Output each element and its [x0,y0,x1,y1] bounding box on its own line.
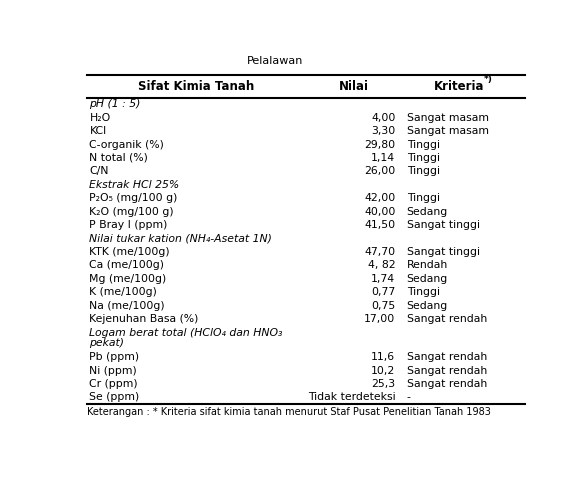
Text: pekat): pekat) [89,338,125,348]
Text: Kejenuhan Basa (%): Kejenuhan Basa (%) [89,314,199,324]
Text: Keterangan : * Kriteria sifat kimia tanah menurut Staf Pusat Penelitian Tanah 19: Keterangan : * Kriteria sifat kimia tana… [87,407,491,417]
Text: Sedang: Sedang [407,274,448,284]
Text: N total (%): N total (%) [89,153,148,163]
Text: 26,00: 26,00 [364,166,395,176]
Text: K₂O (mg/100 g): K₂O (mg/100 g) [89,207,174,216]
Text: 47,70: 47,70 [364,247,395,257]
Text: Nilai: Nilai [339,80,369,93]
Text: 4,00: 4,00 [371,113,395,123]
Text: Sangat tinggi: Sangat tinggi [407,247,480,257]
Text: 10,2: 10,2 [371,365,395,375]
Text: Sangat rendah: Sangat rendah [407,379,487,389]
Text: 1,74: 1,74 [371,274,395,284]
Text: Na (me/100g): Na (me/100g) [89,300,165,310]
Text: C/N: C/N [89,166,109,176]
Text: Tinggi: Tinggi [407,287,440,297]
Text: Sangat masam: Sangat masam [407,126,489,136]
Text: 1,14: 1,14 [371,153,395,163]
Text: Pb (ppm): Pb (ppm) [89,352,139,362]
Text: P₂O₅ (mg/100 g): P₂O₅ (mg/100 g) [89,193,178,203]
Text: Tinggi: Tinggi [407,139,440,149]
Text: 17,00: 17,00 [364,314,395,324]
Text: Logam berat total (HClO₄ dan HNO₃: Logam berat total (HClO₄ dan HNO₃ [89,328,283,337]
Text: Pelalawan: Pelalawan [247,56,303,66]
Text: Ca (me/100g): Ca (me/100g) [89,260,165,270]
Text: P Bray I (ppm): P Bray I (ppm) [89,220,168,230]
Text: Sangat rendah: Sangat rendah [407,314,487,324]
Text: K (me/100g): K (me/100g) [89,287,158,297]
Text: Tinggi: Tinggi [407,153,440,163]
Text: -: - [407,392,410,402]
Text: KCl: KCl [89,126,106,136]
Text: 4, 82: 4, 82 [368,260,395,270]
Text: Ekstrak HCl 25%: Ekstrak HCl 25% [89,180,180,190]
Text: 29,80: 29,80 [364,139,395,149]
Text: Sangat rendah: Sangat rendah [407,365,487,375]
Text: Tidak terdeteksi: Tidak terdeteksi [308,392,395,402]
Text: Ni (ppm): Ni (ppm) [89,365,137,375]
Text: 42,00: 42,00 [364,193,395,203]
Text: Tinggi: Tinggi [407,193,440,203]
Text: C-organik (%): C-organik (%) [89,139,164,149]
Text: 25,3: 25,3 [371,379,395,389]
Text: Se (ppm): Se (ppm) [89,392,140,402]
Text: 11,6: 11,6 [371,352,395,362]
Text: Tinggi: Tinggi [407,166,440,176]
Text: Cr (ppm): Cr (ppm) [89,379,138,389]
Text: Sedang: Sedang [407,300,448,310]
Text: *): *) [484,75,493,84]
Text: H₂O: H₂O [89,113,111,123]
Text: 0,75: 0,75 [371,300,395,310]
Text: Kriteria: Kriteria [433,80,484,93]
Text: 0,77: 0,77 [371,287,395,297]
Text: KTK (me/100g): KTK (me/100g) [89,247,170,257]
Text: Sangat rendah: Sangat rendah [407,352,487,362]
Text: Sangat masam: Sangat masam [407,113,489,123]
Text: Nilai tukar kation (NH₄-Asetat 1N): Nilai tukar kation (NH₄-Asetat 1N) [89,233,272,243]
Text: 41,50: 41,50 [364,220,395,230]
Text: 40,00: 40,00 [364,207,395,216]
Text: Sedang: Sedang [407,207,448,216]
Text: 3,30: 3,30 [371,126,395,136]
Text: Sifat Kimia Tanah: Sifat Kimia Tanah [138,80,255,93]
Text: Sangat tinggi: Sangat tinggi [407,220,480,230]
Text: Rendah: Rendah [407,260,448,270]
Text: pH (1 : 5): pH (1 : 5) [89,99,141,109]
Text: Mg (me/100g): Mg (me/100g) [89,274,167,284]
